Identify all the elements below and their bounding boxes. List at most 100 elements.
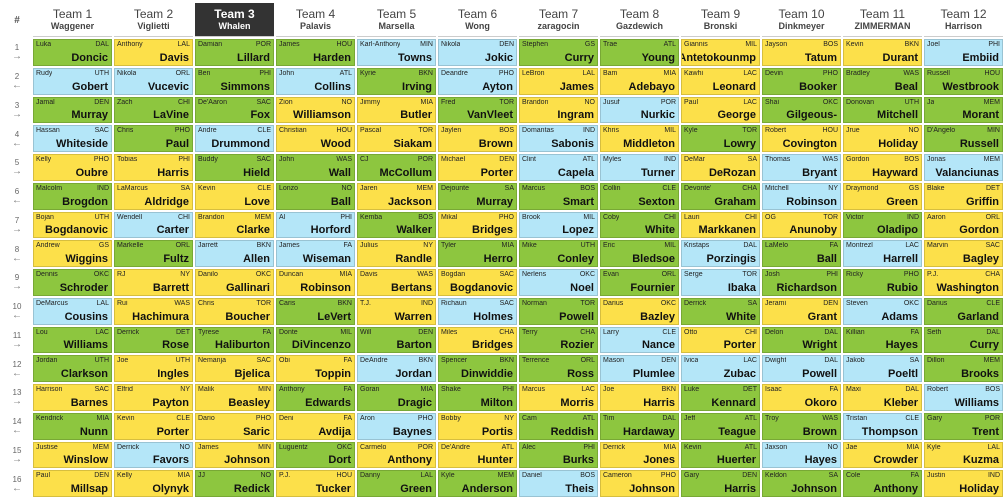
pick-cell[interactable]: Spencer BKN Dinwiddie <box>438 355 517 382</box>
pick-cell[interactable]: Giannis MIL Antetokounmp <box>681 39 760 66</box>
pick-cell[interactable]: Ivica LAC Zubac <box>681 355 760 382</box>
pick-cell[interactable]: RJ NY Barrett <box>114 269 193 296</box>
pick-cell[interactable]: Aron PHO Baynes <box>357 412 436 440</box>
pick-cell[interactable]: Kristaps DAL Porzingis <box>681 240 760 267</box>
pick-cell[interactable]: Gary POR Trent <box>924 412 1003 440</box>
pick-cell[interactable]: Jeff ATL Teague <box>681 412 760 440</box>
pick-cell[interactable]: Marvin SAC Bagley <box>924 240 1003 267</box>
pick-cell[interactable]: Rudy UTH Gobert <box>33 67 112 95</box>
pick-cell[interactable]: Mitchell NY Robinson <box>762 182 841 210</box>
team-header-2[interactable]: Team 2 Viglietti <box>114 3 193 37</box>
pick-cell[interactable]: Kawhi LAC Leonard <box>681 67 760 95</box>
pick-cell[interactable]: Terry CHA Rozier <box>519 326 598 354</box>
pick-cell[interactable]: Nikola DEN Jokic <box>438 39 517 66</box>
pick-cell[interactable]: Nemanja SAC Bjelica <box>195 355 274 382</box>
pick-cell[interactable]: Miles CHA Bridges <box>438 326 517 354</box>
pick-cell[interactable]: Evan ORL Fournier <box>600 269 679 296</box>
pick-cell[interactable]: Kevin ATL Huerter <box>681 441 760 469</box>
pick-cell[interactable]: Bam MIA Adebayo <box>600 67 679 95</box>
pick-cell[interactable]: John WAS Wall <box>276 154 355 181</box>
pick-cell[interactable]: Ricky PHO Rubio <box>843 269 922 296</box>
pick-cell[interactable]: Derrick NO Favors <box>114 441 193 469</box>
pick-cell[interactable]: Michael DEN Porter <box>438 154 517 181</box>
pick-cell[interactable]: Ben PHI Simmons <box>195 67 274 95</box>
pick-cell[interactable]: Darius OKC Bazley <box>600 297 679 325</box>
pick-cell[interactable]: Mike UTH Conley <box>519 240 598 267</box>
pick-cell[interactable]: Kevin BKN Durant <box>843 39 922 66</box>
pick-cell[interactable]: Bradley WAS Beal <box>843 67 922 95</box>
pick-cell[interactable]: JJ NO Redick <box>195 470 274 497</box>
pick-cell[interactable]: Draymond GS Green <box>843 182 922 210</box>
pick-cell[interactable]: Jakob SA Poeltl <box>843 355 922 382</box>
pick-cell[interactable]: Kyle TOR Lowry <box>681 125 760 152</box>
pick-cell[interactable]: T.J. IND Warren <box>357 297 436 325</box>
pick-cell[interactable]: Russell HOU Westbrook <box>924 67 1003 95</box>
pick-cell[interactable]: Markelle ORL Fultz <box>114 240 193 267</box>
team-header-3[interactable]: Team 3 Whalen <box>195 3 274 37</box>
team-header-12[interactable]: Team 12 Harrison <box>924 3 1003 37</box>
pick-cell[interactable]: Dennis OKC Schroder <box>33 269 112 296</box>
pick-cell[interactable]: Coby CHI White <box>600 211 679 239</box>
pick-cell[interactable]: LeBron LAL James <box>519 67 598 95</box>
pick-cell[interactable]: Donovan UTH Mitchell <box>843 96 922 124</box>
pick-cell[interactable]: Dario PHO Saric <box>195 412 274 440</box>
pick-cell[interactable]: Jusuf POR Nurkic <box>600 96 679 124</box>
pick-cell[interactable]: Christian HOU Wood <box>276 125 355 152</box>
pick-cell[interactable]: LaMelo FA Ball <box>762 240 841 267</box>
pick-cell[interactable]: Khris MIL Middleton <box>600 125 679 152</box>
pick-cell[interactable]: Steven OKC Adams <box>843 297 922 325</box>
pick-cell[interactable]: Shake PHI Milton <box>438 384 517 411</box>
pick-cell[interactable]: Domantas IND Sabonis <box>519 125 598 152</box>
pick-cell[interactable]: Malcolm IND Brogdon <box>33 182 112 210</box>
pick-cell[interactable]: Deandre PHO Ayton <box>438 67 517 95</box>
pick-cell[interactable]: James MIN Johnson <box>195 441 274 469</box>
team-header-4[interactable]: Team 4 Palavis <box>276 3 355 37</box>
pick-cell[interactable]: Myles IND Turner <box>600 154 679 181</box>
pick-cell[interactable]: Alec PHI Burks <box>519 441 598 469</box>
pick-cell[interactable]: Jaylen BOS Brown <box>438 125 517 152</box>
pick-cell[interactable]: Marcus LAC Morris <box>519 384 598 411</box>
pick-cell[interactable]: Will DEN Barton <box>357 326 436 354</box>
pick-cell[interactable]: James FA Wiseman <box>276 240 355 267</box>
pick-cell[interactable]: DeMarcus LAL Cousins <box>33 297 112 325</box>
pick-cell[interactable]: Josh PHI Richardson <box>762 269 841 296</box>
pick-cell[interactable]: Fred TOR VanVleet <box>438 96 517 124</box>
pick-cell[interactable]: Kevin CLE Love <box>195 182 274 210</box>
pick-cell[interactable]: Dwight DAL Powell <box>762 355 841 382</box>
pick-cell[interactable]: Tobias PHI Harris <box>114 154 193 181</box>
pick-cell[interactable]: Luguentz OKC Dort <box>276 441 355 469</box>
pick-cell[interactable]: Justin IND Holiday <box>924 470 1003 497</box>
pick-cell[interactable]: Karl-Anthony MIN Towns <box>357 39 436 66</box>
pick-cell[interactable]: Collin CLE Sexton <box>600 182 679 210</box>
pick-cell[interactable]: Mason DEN Plumlee <box>600 355 679 382</box>
pick-cell[interactable]: Joe BKN Harris <box>600 384 679 411</box>
pick-cell[interactable]: Andrew GS Wiggins <box>33 240 112 267</box>
pick-cell[interactable]: Zion NO Williamson <box>276 96 355 124</box>
pick-cell[interactable]: Trae ATL Young <box>600 39 679 66</box>
pick-cell[interactable]: Keldon SA Johnson <box>762 470 841 497</box>
pick-cell[interactable]: Serge TOR Ibaka <box>681 269 760 296</box>
pick-cell[interactable]: Derrick MIA Jones <box>600 441 679 469</box>
pick-cell[interactable]: Lou LAC Williams <box>33 326 112 354</box>
pick-cell[interactable]: Tyrese FA Haliburton <box>195 326 274 354</box>
pick-cell[interactable]: De'Andre ATL Hunter <box>438 441 517 469</box>
team-header-1[interactable]: Team 1 Waggener <box>33 3 112 37</box>
pick-cell[interactable]: Anthony LAL Davis <box>114 39 193 66</box>
pick-cell[interactable]: Mikal PHO Bridges <box>438 211 517 239</box>
pick-cell[interactable]: DeAndre BKN Jordan <box>357 355 436 382</box>
pick-cell[interactable]: Justise MEM Winslow <box>33 441 112 469</box>
pick-cell[interactable]: Devin PHO Booker <box>762 67 841 95</box>
pick-cell[interactable]: Obi FA Toppin <box>276 355 355 382</box>
pick-cell[interactable]: Cameron PHO Johnson <box>600 470 679 497</box>
pick-cell[interactable]: Victor IND Oladipo <box>843 211 922 239</box>
pick-cell[interactable]: Malik MIN Beasley <box>195 384 274 411</box>
pick-cell[interactable]: D'Angelo MIN Russell <box>924 125 1003 152</box>
pick-cell[interactable]: Brook MIL Lopez <box>519 211 598 239</box>
pick-cell[interactable]: Troy WAS Brown <box>762 412 841 440</box>
pick-cell[interactable]: LaMarcus SA Aldridge <box>114 182 193 210</box>
pick-cell[interactable]: Kyrie BKN Irving <box>357 67 436 95</box>
pick-cell[interactable]: Rui WAS Hachimura <box>114 297 193 325</box>
pick-cell[interactable]: Robert BOS Williams <box>924 384 1003 411</box>
pick-cell[interactable]: Paul DEN Millsap <box>33 470 112 497</box>
pick-cell[interactable]: Cole FA Anthony <box>843 470 922 497</box>
